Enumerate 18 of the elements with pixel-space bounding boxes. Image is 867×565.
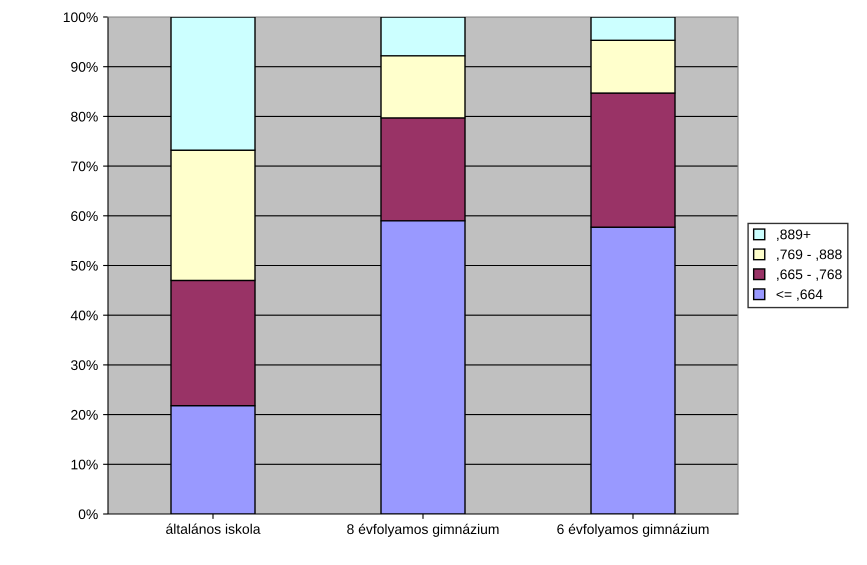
legend-label: ,889+ [777, 229, 810, 241]
y-tick-label: 80% [71, 112, 98, 122]
y-tick-label: 30% [71, 360, 98, 370]
x-tick-label: 8 évfolyamos gimnázium [347, 524, 499, 537]
legend-label: <= ,664 [776, 289, 823, 301]
y-tick-label: 20% [71, 410, 98, 420]
y-tick-label: 90% [71, 62, 98, 72]
legend-label: ,769 - ,888 [777, 249, 842, 261]
y-tick-label: 40% [70, 310, 98, 320]
y-tick-label: 100% [64, 12, 98, 22]
y-tick-label: 50% [71, 260, 98, 271]
x-tick-label: 6 évfolyamos gimnázium [557, 524, 709, 537]
x-tick-label: általános iskola [166, 524, 260, 534]
y-tick-label: 70% [71, 161, 98, 172]
y-tick-label: 0% [78, 509, 98, 520]
y-tick-label: 10% [72, 460, 98, 470]
y-tick-label: 60% [71, 211, 98, 221]
legend-label: ,665 - ,768 [777, 269, 842, 281]
